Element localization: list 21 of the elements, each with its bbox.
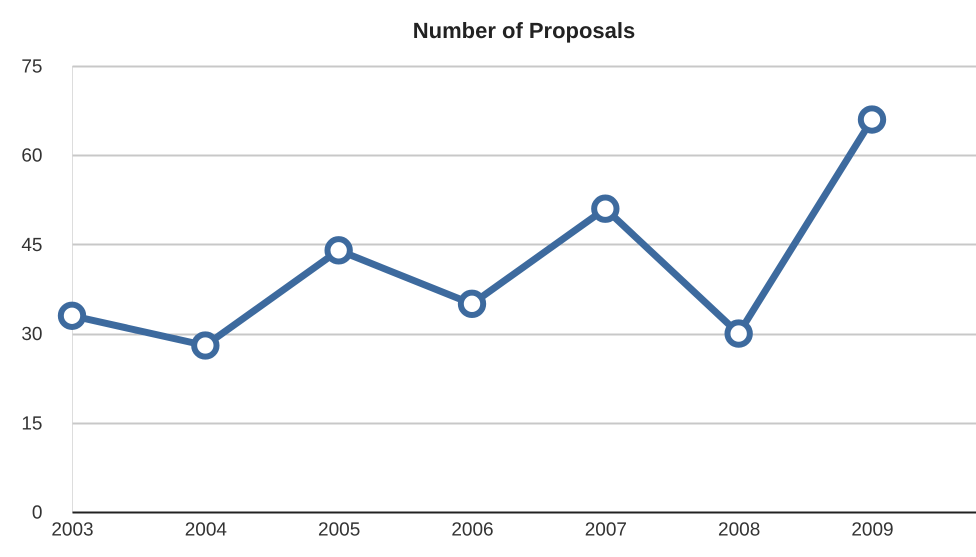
- point: [458, 290, 486, 318]
- chart-title: Number of Proposals: [412, 18, 636, 43]
- y-tick-label: 60: [21, 146, 42, 167]
- x-tick-label: 2007: [584, 520, 627, 540]
- x-tick-label: 2008: [718, 520, 760, 540]
- point: [324, 236, 353, 265]
- y-tick-label: 30: [21, 324, 42, 346]
- point: [58, 302, 86, 330]
- x-tick-label: 2004: [184, 520, 228, 540]
- point: [191, 331, 220, 360]
- x-tick-label: 2005: [318, 520, 360, 540]
- y-tick-label: 15: [21, 413, 42, 434]
- point: [724, 319, 753, 348]
- point: [858, 105, 886, 134]
- y-tick-label: 45: [21, 234, 42, 256]
- y-tick-label: 75: [21, 56, 42, 78]
- y-tick-label: 0: [32, 502, 42, 524]
- point: [591, 194, 620, 223]
- x-tick-label: 2006: [451, 520, 494, 540]
- x-tick-label: 2003: [51, 520, 94, 540]
- x-tick-label: 2009: [851, 520, 894, 540]
